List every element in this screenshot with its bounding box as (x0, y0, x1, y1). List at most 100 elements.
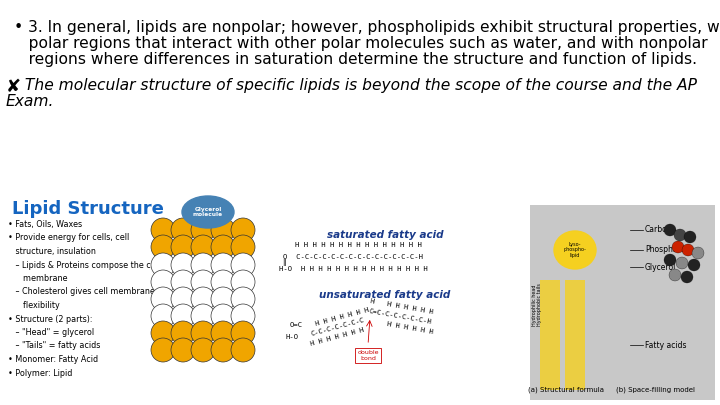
Text: polar regions that interact with other polar molecules such as water, and with n: polar regions that interact with other p… (14, 36, 708, 51)
Text: ‖: ‖ (282, 260, 286, 266)
Circle shape (681, 271, 693, 283)
Text: ✘: ✘ (6, 78, 21, 96)
Circle shape (688, 259, 700, 271)
Circle shape (231, 304, 255, 328)
Text: H H H H H H H: H H H H H H H (310, 327, 365, 347)
Circle shape (203, 297, 223, 317)
Circle shape (191, 235, 215, 259)
Circle shape (231, 321, 255, 345)
Circle shape (222, 297, 243, 317)
Circle shape (664, 254, 676, 266)
Text: Fatty acids: Fatty acids (645, 341, 686, 350)
Text: H   H H H H H H: H H H H H H H (370, 298, 434, 315)
Circle shape (183, 297, 203, 317)
Circle shape (163, 280, 183, 300)
Circle shape (231, 218, 255, 242)
Circle shape (669, 269, 681, 281)
Text: Glycerol
molecule: Glycerol molecule (193, 207, 223, 217)
Circle shape (211, 235, 235, 259)
Circle shape (674, 229, 686, 241)
Text: (b) Space-filling model: (b) Space-filling model (616, 386, 696, 393)
Text: Lipid Structure: Lipid Structure (12, 200, 164, 218)
Circle shape (171, 270, 195, 294)
Text: – "Tails" = fatty acids: – "Tails" = fatty acids (8, 341, 100, 350)
Text: membrane: membrane (8, 274, 68, 283)
Text: H H H H H H H: H H H H H H H (315, 307, 370, 327)
Circle shape (211, 287, 235, 311)
Circle shape (151, 235, 175, 259)
Circle shape (191, 270, 215, 294)
Circle shape (183, 280, 203, 300)
Circle shape (191, 321, 215, 345)
Text: – Lipids & Proteins compose the cell: – Lipids & Proteins compose the cell (8, 260, 161, 269)
Text: Carbon: Carbon (645, 226, 672, 234)
Text: C=C-C-C-C-C-C-H: C=C-C-C-C-C-C-H (368, 309, 432, 326)
Circle shape (151, 338, 175, 362)
Text: Phosphate: Phosphate (645, 245, 685, 254)
Text: unsaturated fatty acid: unsaturated fatty acid (320, 290, 451, 300)
Text: Lyso-
phospho-
lipid: Lyso- phospho- lipid (564, 242, 586, 258)
Circle shape (163, 263, 183, 283)
Text: O=C: O=C (290, 322, 303, 328)
Circle shape (231, 270, 255, 294)
Circle shape (664, 224, 676, 236)
Text: C-C-C-C-C-C-C: C-C-C-C-C-C-C (310, 317, 365, 337)
Circle shape (171, 338, 195, 362)
Circle shape (171, 304, 195, 328)
Text: (a) Structural formula: (a) Structural formula (528, 386, 604, 393)
Circle shape (682, 244, 694, 256)
Circle shape (191, 304, 215, 328)
Circle shape (676, 257, 688, 269)
Circle shape (171, 235, 195, 259)
Circle shape (163, 297, 183, 317)
FancyBboxPatch shape (565, 280, 585, 390)
Circle shape (231, 253, 255, 277)
Circle shape (171, 253, 195, 277)
Text: • 3. In general, lipids are nonpolar; however, phospholipids exhibit structural : • 3. In general, lipids are nonpolar; ho… (14, 20, 720, 35)
Text: • Monomer: Fatty Acid: • Monomer: Fatty Acid (8, 355, 98, 364)
Text: – "Head" = glycerol: – "Head" = glycerol (8, 328, 94, 337)
Text: Exam.: Exam. (6, 94, 55, 109)
Text: O  C-C-C-C-C-C-C-C-C-C-C-C-C-C-H: O C-C-C-C-C-C-C-C-C-C-C-C-C-C-H (283, 254, 423, 260)
Circle shape (222, 280, 243, 300)
Text: • Provide energy for cells, cell: • Provide energy for cells, cell (8, 234, 130, 243)
FancyBboxPatch shape (530, 205, 715, 400)
Circle shape (231, 338, 255, 362)
Circle shape (151, 253, 175, 277)
Ellipse shape (554, 231, 596, 269)
Circle shape (183, 263, 203, 283)
Text: H-O  H H H H H H H H H H H H H H H: H-O H H H H H H H H H H H H H H H (279, 266, 428, 272)
Circle shape (692, 247, 704, 259)
Circle shape (191, 253, 215, 277)
Circle shape (151, 270, 175, 294)
Circle shape (171, 287, 195, 311)
Text: Glycerol: Glycerol (645, 262, 676, 271)
Text: H H H H H H H H H H H H H H H: H H H H H H H H H H H H H H H (295, 242, 422, 248)
Circle shape (203, 280, 223, 300)
Circle shape (183, 314, 203, 334)
Circle shape (231, 235, 255, 259)
Circle shape (203, 314, 223, 334)
Circle shape (171, 321, 195, 345)
Circle shape (211, 253, 235, 277)
Circle shape (151, 304, 175, 328)
Text: double
bond: double bond (357, 350, 379, 361)
Circle shape (211, 338, 235, 362)
Circle shape (222, 314, 243, 334)
Circle shape (151, 218, 175, 242)
Circle shape (171, 218, 195, 242)
Text: saturated fatty acid: saturated fatty acid (327, 230, 444, 240)
Text: H-O: H-O (286, 334, 299, 340)
Circle shape (231, 287, 255, 311)
Circle shape (191, 287, 215, 311)
Text: Hydrophilic head
Hydrophobic tails: Hydrophilic head Hydrophobic tails (531, 284, 542, 326)
Circle shape (191, 338, 215, 362)
Circle shape (211, 218, 235, 242)
Circle shape (151, 321, 175, 345)
Circle shape (222, 263, 243, 283)
Text: • Fats, Oils, Waxes: • Fats, Oils, Waxes (8, 220, 82, 229)
Text: structure, insulation: structure, insulation (8, 247, 96, 256)
Circle shape (211, 304, 235, 328)
Circle shape (211, 270, 235, 294)
Ellipse shape (182, 196, 234, 228)
